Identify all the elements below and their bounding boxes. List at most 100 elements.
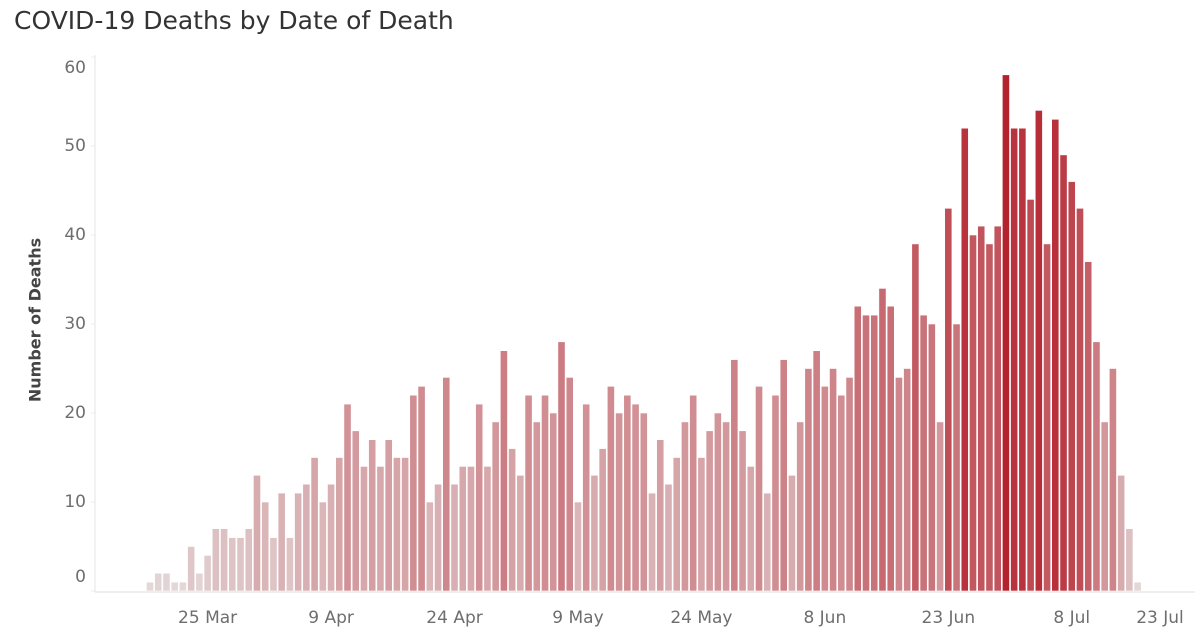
- bar: [170, 581, 179, 592]
- x-tick-label: 23 Jun: [922, 608, 976, 628]
- bar: [812, 350, 821, 592]
- bar: [919, 314, 928, 592]
- y-tick-label: 0: [75, 567, 86, 587]
- bar: [788, 474, 796, 592]
- bar: [944, 208, 953, 592]
- bar: [277, 492, 286, 592]
- bar: [269, 537, 278, 592]
- bar: [993, 225, 1002, 592]
- bar: [985, 243, 994, 592]
- bar: [1059, 154, 1068, 592]
- bar: [870, 314, 879, 592]
- bar: [236, 537, 245, 592]
- bar: [392, 457, 401, 592]
- bar: [203, 555, 212, 592]
- bar: [697, 457, 706, 592]
- y-tick-label: 50: [64, 136, 86, 156]
- bar: [689, 394, 698, 592]
- bar: [467, 466, 475, 592]
- bar: [1067, 181, 1076, 592]
- bar: [574, 501, 582, 592]
- bar: [829, 368, 837, 592]
- bar: [1076, 208, 1084, 592]
- bar: [1051, 119, 1060, 592]
- bar: [1125, 528, 1134, 592]
- bar: [738, 430, 747, 592]
- bar: [582, 403, 591, 592]
- bar: [146, 581, 154, 592]
- bar: [672, 457, 681, 592]
- bar: [532, 421, 541, 592]
- bar: [261, 501, 270, 592]
- x-tick-label: 24 May: [670, 608, 732, 628]
- bar: [705, 430, 714, 592]
- bar: [434, 483, 442, 592]
- bar: [409, 394, 418, 592]
- bar: [895, 377, 903, 592]
- bar: [656, 439, 665, 592]
- bar: [862, 314, 870, 592]
- bar: [853, 305, 862, 592]
- bar: [631, 403, 640, 592]
- bar: [1002, 74, 1010, 592]
- bar: [1084, 261, 1093, 592]
- bar: [1117, 474, 1126, 592]
- x-tick-label: 9 May: [552, 608, 603, 628]
- bar: [286, 537, 294, 592]
- bar: [475, 403, 484, 592]
- bar: [220, 528, 228, 592]
- bar: [755, 385, 763, 592]
- y-axis-title: Number of Deaths: [26, 238, 45, 402]
- bar: [746, 466, 755, 592]
- bar: [1100, 421, 1109, 592]
- bar: [211, 528, 220, 592]
- bar: [368, 439, 377, 592]
- bar: [327, 483, 335, 592]
- bar: [343, 403, 352, 592]
- bar: [886, 305, 895, 592]
- bar: [1109, 368, 1117, 592]
- bar: [541, 394, 549, 592]
- bar: [557, 341, 566, 592]
- bar: [549, 412, 558, 592]
- bar: [722, 421, 730, 592]
- bar: [936, 421, 944, 592]
- bar: [969, 234, 977, 592]
- bar: [491, 421, 500, 592]
- bar: [318, 501, 327, 592]
- x-tick-label: 24 Apr: [426, 608, 482, 628]
- bar: [565, 377, 574, 592]
- bar: [1034, 110, 1043, 592]
- bar: [442, 377, 451, 592]
- bar: [335, 457, 344, 592]
- y-tick-label: 10: [64, 492, 86, 512]
- bar: [1043, 243, 1051, 592]
- bar: [1092, 341, 1101, 592]
- x-tick-label: 25 Mar: [178, 608, 237, 628]
- bar: [524, 394, 533, 592]
- y-tick-label: 60: [64, 58, 86, 78]
- bar: [516, 474, 525, 592]
- bar: [244, 528, 253, 592]
- bar: [977, 225, 986, 592]
- bar: [606, 385, 615, 592]
- bar: [771, 394, 780, 592]
- x-tick-label: 8 Jun: [803, 608, 846, 628]
- bar: [384, 439, 393, 592]
- bar: [499, 350, 508, 592]
- bar: [228, 537, 237, 592]
- bar: [302, 483, 311, 592]
- bar: [376, 466, 385, 592]
- chart-title: COVID-19 Deaths by Date of Death: [14, 6, 454, 35]
- bar: [458, 466, 467, 592]
- bar: [837, 394, 846, 592]
- bar: [1018, 127, 1027, 592]
- bar: [681, 421, 689, 592]
- bar: [845, 377, 854, 592]
- bar: [664, 483, 673, 592]
- bar: [796, 421, 805, 592]
- y-tick-label: 30: [64, 314, 86, 334]
- bar: [648, 492, 656, 592]
- bar: [351, 430, 360, 592]
